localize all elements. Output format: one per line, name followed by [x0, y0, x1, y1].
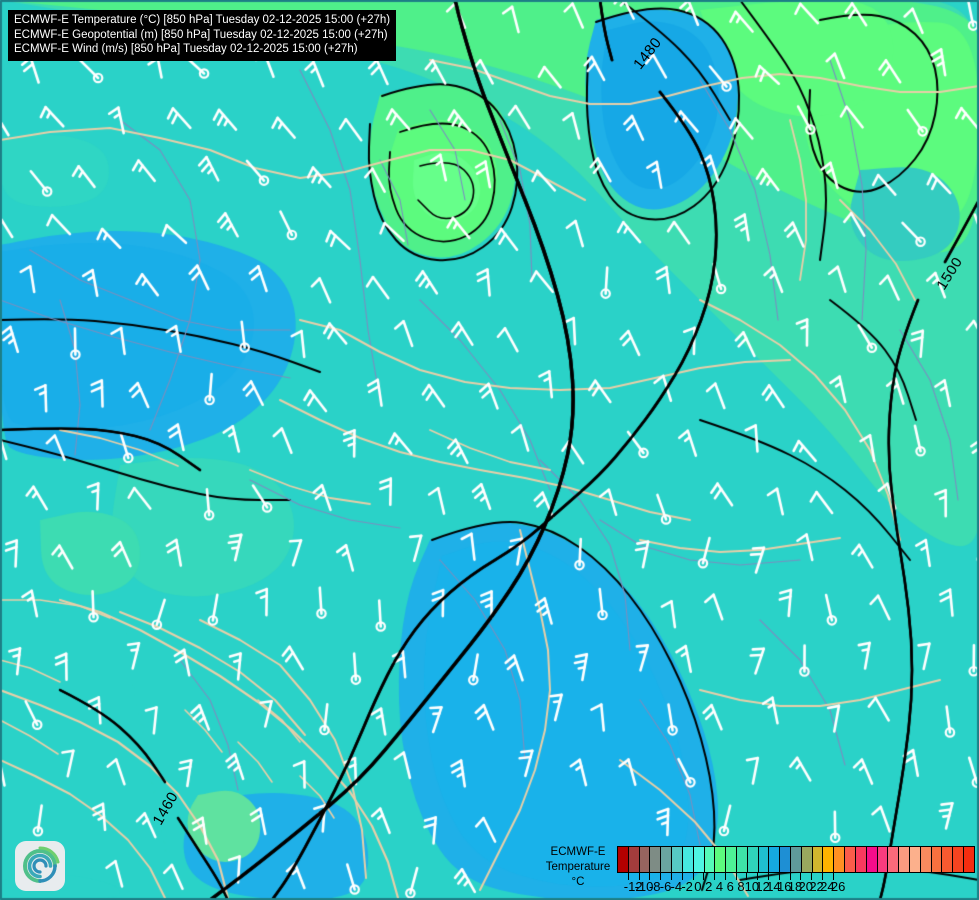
- colorbar-tick: [832, 873, 834, 880]
- colorbar-tick-label: 12: [755, 879, 770, 894]
- colorbar-tick-label: 24: [820, 879, 835, 894]
- title-line-geopotential: ECMWF-E Geopotential (m) [850 hPa] Tuesd…: [14, 28, 388, 41]
- colorbar-tick: [821, 873, 823, 880]
- colorbar-swatch: [769, 847, 781, 872]
- colorbar-swatch: [704, 847, 716, 872]
- colorbar-tick-label: -4: [670, 879, 683, 894]
- colorbar-tick-label: -2: [681, 879, 693, 894]
- colorbar-swatch: [866, 847, 878, 872]
- colorbar-swatch: [639, 847, 651, 872]
- temperature-legend: ECMWF-E Temperature °C -12 -10 -8 -6 -4 -2 0 2 4…: [535, 843, 979, 900]
- colorbar-swatch: [877, 847, 889, 872]
- colorbar-tick-label: 20: [798, 879, 814, 894]
- colorbar-tick: [638, 873, 640, 880]
- colorbar-swatch: [672, 847, 683, 872]
- colorbar-tick-label: 8: [737, 879, 745, 894]
- colorbar-tick-label: -8: [648, 879, 661, 894]
- colorbar-tick: [757, 873, 759, 880]
- colorbar-swatch: [920, 847, 932, 872]
- colorbar-swatch: [726, 847, 737, 872]
- title-line-wind: ECMWF-E Wind (m/s) [850 hPa] Tuesday 02-…: [14, 43, 358, 55]
- legend-variable-label: Temperature: [545, 861, 611, 873]
- colorbar-swatch: [942, 847, 954, 872]
- colorbar-tick-label: 0: [694, 879, 702, 894]
- colorbar-tick-label: 16: [776, 879, 792, 894]
- colorbar-tick: [746, 873, 748, 880]
- colorbar-swatch: [953, 847, 964, 872]
- colorbar-tick-label: -12: [623, 879, 643, 894]
- colorbar-swatch: [693, 847, 705, 872]
- spiral-logo[interactable]: [14, 840, 66, 892]
- colorbar-swatch: [855, 847, 867, 872]
- colorbar-tick: [692, 873, 694, 880]
- colorbar-tick: [735, 873, 737, 880]
- colorbar-tick-label: 14: [766, 879, 781, 894]
- colorbar-tick: [649, 873, 651, 880]
- colorbar-swatch: [834, 847, 846, 872]
- colorbar-tick: [681, 873, 683, 880]
- colorbar-tick-label: 10: [744, 879, 760, 894]
- legend-units-label: °C: [571, 876, 585, 888]
- colorbar-swatch: [780, 847, 791, 872]
- colorbar-swatch: [650, 847, 662, 872]
- colorbar-swatch: [812, 847, 824, 872]
- colorbar-swatch: [909, 847, 921, 872]
- colorbar-wrap: -12 -10 -8 -6 -4 -2 0 2 4 6 8 10 12 14 16 18 20 22 24 26: [617, 846, 975, 900]
- colorbar-tick-label: 2: [705, 879, 713, 894]
- colorbar-tick-label: 18: [787, 879, 803, 894]
- colorbar-swatch: [931, 847, 943, 872]
- colorbar[interactable]: [617, 846, 975, 873]
- colorbar-tick: [789, 873, 791, 880]
- legend-model-label: ECMWF-E: [550, 846, 606, 858]
- colorbar-swatch: [736, 847, 748, 872]
- colorbar-tick: [714, 873, 716, 880]
- colorbar-swatch: [791, 847, 802, 872]
- colorbar-swatch: [888, 847, 900, 872]
- colorbar-tick-label: 22: [809, 879, 824, 894]
- colorbar-swatch: [758, 847, 770, 872]
- colorbar-tick: [768, 873, 770, 880]
- colorbar-swatch: [628, 847, 640, 872]
- colorbar-tick: [670, 873, 672, 880]
- chart-title-block: ECMWF-E Temperature (°C) [850 hPa] Tuesd…: [8, 10, 397, 61]
- colorbar-tick: [800, 873, 802, 880]
- colorbar-tick-label: 6: [726, 879, 734, 894]
- colorbar-tick: [724, 873, 726, 880]
- colorbar-ticks: [617, 873, 975, 880]
- colorbar-tick: [703, 873, 705, 880]
- colorbar-tick: [811, 873, 813, 880]
- colorbar-swatch: [964, 847, 974, 872]
- colorbar-swatch: [682, 847, 694, 872]
- colorbar-tick-label: 26: [830, 879, 846, 894]
- colorbar-swatch: [823, 847, 835, 872]
- colorbar-swatch: [715, 847, 727, 872]
- colorbar-tick-label: 4: [715, 879, 724, 894]
- colorbar-swatch: [899, 847, 910, 872]
- colorbar-tick: [627, 873, 629, 880]
- colorbar-tick: [660, 873, 662, 880]
- colorbar-tick: [778, 873, 780, 880]
- colorbar-tick-label: -10: [634, 879, 654, 894]
- colorbar-swatch: [845, 847, 856, 872]
- spiral-logo-icon: [15, 841, 65, 891]
- colorbar-swatch: [801, 847, 813, 872]
- legend-caption: ECMWF-E Temperature °C: [539, 845, 617, 890]
- colorbar-swatch: [618, 847, 629, 872]
- colorbar-swatch: [747, 847, 759, 872]
- colorbar-swatch: [661, 847, 673, 872]
- title-line-temperature: ECMWF-E Temperature (°C) [850 hPa] Tuesd…: [14, 14, 391, 26]
- colorbar-tick-labels: -12 -10 -8 -6 -4 -2 0 2 4 6 8 10 12 14 16 18 20 22 24 26: [617, 879, 975, 899]
- colorbar-tick-label: -6: [659, 879, 672, 894]
